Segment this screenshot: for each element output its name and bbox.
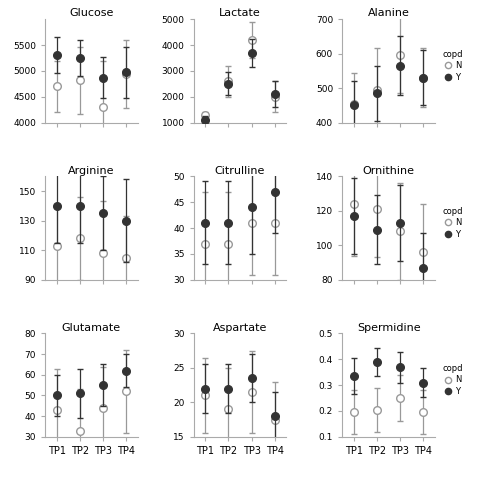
Title: Alanine: Alanine xyxy=(368,9,410,18)
Legend: N, Y: N, Y xyxy=(441,362,465,397)
Title: Glucose: Glucose xyxy=(69,9,114,18)
Title: Aspartate: Aspartate xyxy=(213,323,267,333)
Title: Arginine: Arginine xyxy=(68,166,114,176)
Title: Glutamate: Glutamate xyxy=(62,323,121,333)
Legend: N, Y: N, Y xyxy=(441,48,465,84)
Legend: N, Y: N, Y xyxy=(441,205,465,240)
Title: Lactate: Lactate xyxy=(219,9,261,18)
Title: Citrulline: Citrulline xyxy=(215,166,265,176)
Title: Ornithine: Ornithine xyxy=(362,166,414,176)
Title: Spermidine: Spermidine xyxy=(357,323,420,333)
